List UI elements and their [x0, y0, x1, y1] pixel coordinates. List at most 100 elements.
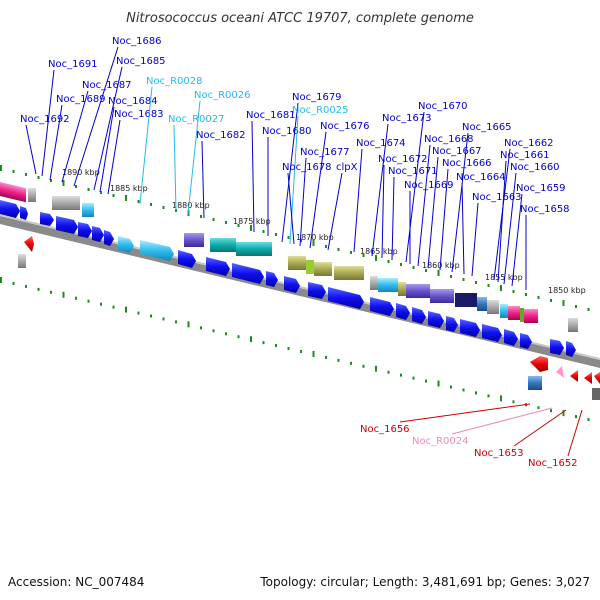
gene-label-noc_1686[interactable]: Noc_1686: [112, 36, 162, 47]
scale-tick: [212, 218, 215, 221]
gene-label-noc_1662[interactable]: Noc_1662: [504, 138, 554, 149]
gene-label-noc_1663[interactable]: Noc_1663: [472, 192, 522, 203]
label-leader-line: [391, 176, 395, 261]
gene-label-noc_1672[interactable]: Noc_1672: [378, 154, 428, 165]
label-leader-line: [461, 182, 465, 275]
scale-tick: [75, 296, 77, 300]
scale-tick: [262, 341, 265, 345]
pink-feature: [508, 306, 520, 320]
tick-label-1865: 1865 kbp: [360, 247, 398, 256]
gene-label-noc_1684[interactable]: Noc_1684: [108, 96, 158, 107]
gene-label-noc_1658[interactable]: Noc_1658: [520, 204, 570, 215]
scale-tick: [200, 326, 202, 330]
steel-feature: [477, 297, 487, 311]
scale-tick: [25, 173, 27, 176]
label-leader-line: [61, 90, 89, 183]
scale-tick: [0, 165, 2, 171]
scale-tick: [362, 254, 365, 257]
pseudo-gene: [556, 366, 564, 378]
scale-tick: [75, 185, 77, 188]
gene-label-noc_1674[interactable]: Noc_1674: [356, 138, 406, 149]
gene-label-noc_r0026[interactable]: Noc_R0026: [194, 90, 251, 101]
label-leader-line: [503, 172, 517, 285]
scale-tick: [112, 194, 115, 197]
tick-label-1885: 1885 kbp: [110, 184, 148, 193]
label-leader-line: [41, 69, 55, 177]
gene-label-noc_1666[interactable]: Noc_1666: [442, 158, 492, 169]
gene-label-noc_1661[interactable]: Noc_1661: [500, 150, 550, 161]
scale-tick: [575, 305, 577, 308]
cyan-feature: [82, 203, 94, 217]
gene-label-noc_1670[interactable]: Noc_1670: [418, 101, 468, 112]
gene-label-noc_r0025[interactable]: Noc_R0025: [292, 105, 349, 116]
scale-tick: [512, 400, 515, 404]
scale-tick: [587, 308, 590, 311]
gene-label-noc_1683[interactable]: Noc_1683: [114, 109, 164, 120]
scale-tick: [275, 344, 277, 348]
gene-label-noc_1689[interactable]: Noc_1689: [56, 94, 106, 105]
label-leader-line: [327, 172, 343, 251]
label-leader-line: [405, 111, 425, 263]
gene-label-noc_1692[interactable]: Noc_1692: [20, 114, 70, 125]
gene-label-noc_1653[interactable]: Noc_1653: [474, 448, 524, 459]
gene-label-noc_r0027[interactable]: Noc_R0027: [168, 114, 225, 125]
gene-label-noc_1659[interactable]: Noc_1659: [516, 183, 566, 194]
label-leader-line: [187, 100, 201, 215]
gene-label-noc_1682[interactable]: Noc_1682: [196, 130, 246, 141]
scale-tick: [112, 305, 115, 309]
scale-tick: [362, 364, 365, 368]
gene-label-noc_1668[interactable]: Noc_1668: [424, 134, 474, 145]
scale-tick: [537, 296, 540, 299]
gene-label-noc_1669[interactable]: Noc_1669: [404, 180, 454, 191]
label-leader-line: [497, 160, 507, 283]
gene-label-noc_1667[interactable]: Noc_1667: [432, 146, 482, 157]
gene-label-noc_r0024[interactable]: Noc_R0024: [412, 436, 469, 447]
cyan-feature: [378, 278, 398, 292]
scale-tick: [275, 233, 277, 236]
scale-tick: [212, 329, 215, 333]
gene-label-noc_1691[interactable]: Noc_1691: [48, 59, 98, 70]
gene-label-clpx[interactable]: clpX: [336, 162, 358, 173]
label-leader-line: [73, 46, 119, 187]
scale-tick: [287, 347, 290, 351]
green-feature: [520, 308, 524, 322]
gene-label-noc_1652[interactable]: Noc_1652: [528, 458, 578, 469]
gene-label-noc_1681[interactable]: Noc_1681: [246, 110, 296, 121]
gene-label-noc_1665[interactable]: Noc_1665: [462, 122, 512, 133]
gene-label-noc_1671[interactable]: Noc_1671: [388, 166, 438, 177]
red-gene: [530, 356, 548, 372]
scale-tick: [162, 206, 165, 209]
gene-label-noc_1656[interactable]: Noc_1656: [360, 424, 410, 435]
gene-label-noc_1685[interactable]: Noc_1685: [116, 56, 166, 67]
gene-label-noc_1664[interactable]: Noc_1664: [456, 172, 506, 183]
scale-tick: [400, 263, 402, 266]
scale-tick: [175, 209, 177, 212]
scale-tick: [350, 251, 352, 254]
scale-tick: [325, 355, 327, 359]
scale-tick: [125, 306, 127, 313]
gene-label-noc_1677[interactable]: Noc_1677: [300, 147, 350, 158]
scale-tick: [562, 300, 565, 306]
label-leader-line: [299, 157, 307, 247]
gene-label-noc_r0028[interactable]: Noc_R0028: [146, 76, 203, 87]
gene-label-noc_1680[interactable]: Noc_1680: [262, 126, 312, 137]
gene-label-noc_1660[interactable]: Noc_1660: [510, 162, 560, 173]
gene-label-noc_1687[interactable]: Noc_1687: [82, 80, 132, 91]
gene-label-noc_1679[interactable]: Noc_1679: [292, 92, 342, 103]
grey-feature: [487, 300, 499, 314]
tick-label-1850: 1850 kbp: [548, 286, 586, 295]
scale-tick: [62, 291, 65, 298]
gene-label-noc_1676[interactable]: Noc_1676: [320, 121, 370, 132]
scale-tick: [287, 236, 290, 239]
grey-feature: [28, 188, 36, 202]
gene-label-noc_1673[interactable]: Noc_1673: [382, 113, 432, 124]
tick-label-1875: 1875 kbp: [233, 217, 271, 226]
label-leader-line: [381, 164, 385, 259]
grey-feature: [52, 196, 80, 210]
label-leader-line: [567, 409, 583, 457]
scale-tick: [237, 224, 240, 227]
scale-tick: [187, 321, 190, 328]
scale-tick: [262, 230, 265, 233]
green-feature: [306, 260, 314, 274]
gene-label-noc_1678[interactable]: Noc_1678: [282, 162, 332, 173]
